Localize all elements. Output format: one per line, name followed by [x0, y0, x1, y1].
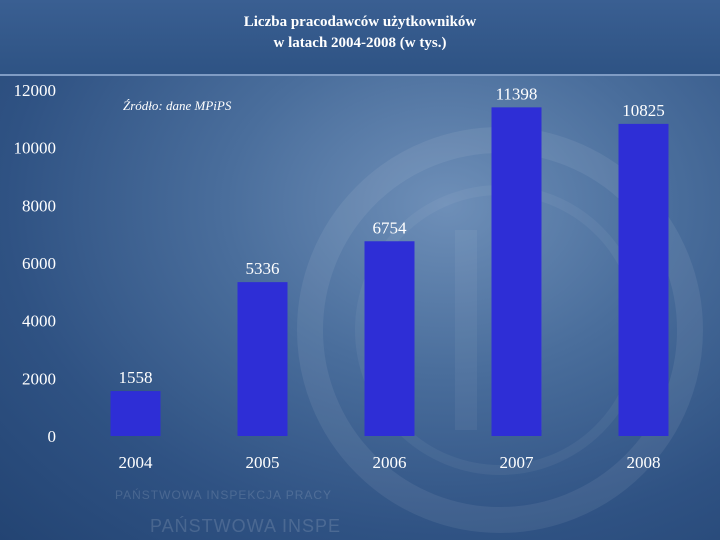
data-label-2006: 6754: [373, 218, 408, 237]
y-tick-label: 6000: [22, 254, 56, 273]
data-label-2004: 1558: [119, 368, 153, 387]
data-label-2008: 10825: [622, 101, 665, 120]
watermark-text-1: PAŃSTWOWA INSPEKCJA PRACY: [115, 488, 333, 502]
bar-2004: [110, 391, 161, 436]
bar-2006: [364, 241, 415, 436]
bar-2008: [618, 123, 669, 437]
y-tick-label: 2000: [22, 369, 56, 388]
bar-2005: [237, 282, 288, 436]
y-tick-label: 4000: [22, 312, 56, 331]
chart-title-line1: Liczba pracodawców użytkowników: [243, 14, 477, 30]
x-tick-label-2007: 2007: [500, 453, 535, 472]
x-tick-label-2004: 2004: [119, 453, 154, 472]
y-tick-label: 0: [48, 427, 57, 446]
x-tick-label-2008: 2008: [627, 453, 661, 472]
x-tick-label-2006: 2006: [373, 453, 407, 472]
source-note: Źródło: dane MPiPS: [123, 98, 232, 113]
title-band: [0, 0, 720, 76]
y-tick-label: 8000: [22, 196, 56, 215]
data-label-2005: 5336: [246, 259, 280, 278]
bar-2007: [491, 107, 542, 436]
y-tick-label: 10000: [14, 139, 57, 158]
x-tick-label-2005: 2005: [246, 453, 280, 472]
watermark-text-2: PAŃSTWOWA INSPE: [150, 516, 342, 536]
chart-title-line2: w latach 2004-2008 (w tys.): [273, 35, 447, 51]
data-label-2007: 11398: [496, 84, 538, 103]
chart-title: Liczba pracodawców użytkowników w latach…: [0, 12, 720, 54]
y-tick-label: 12000: [14, 81, 57, 100]
